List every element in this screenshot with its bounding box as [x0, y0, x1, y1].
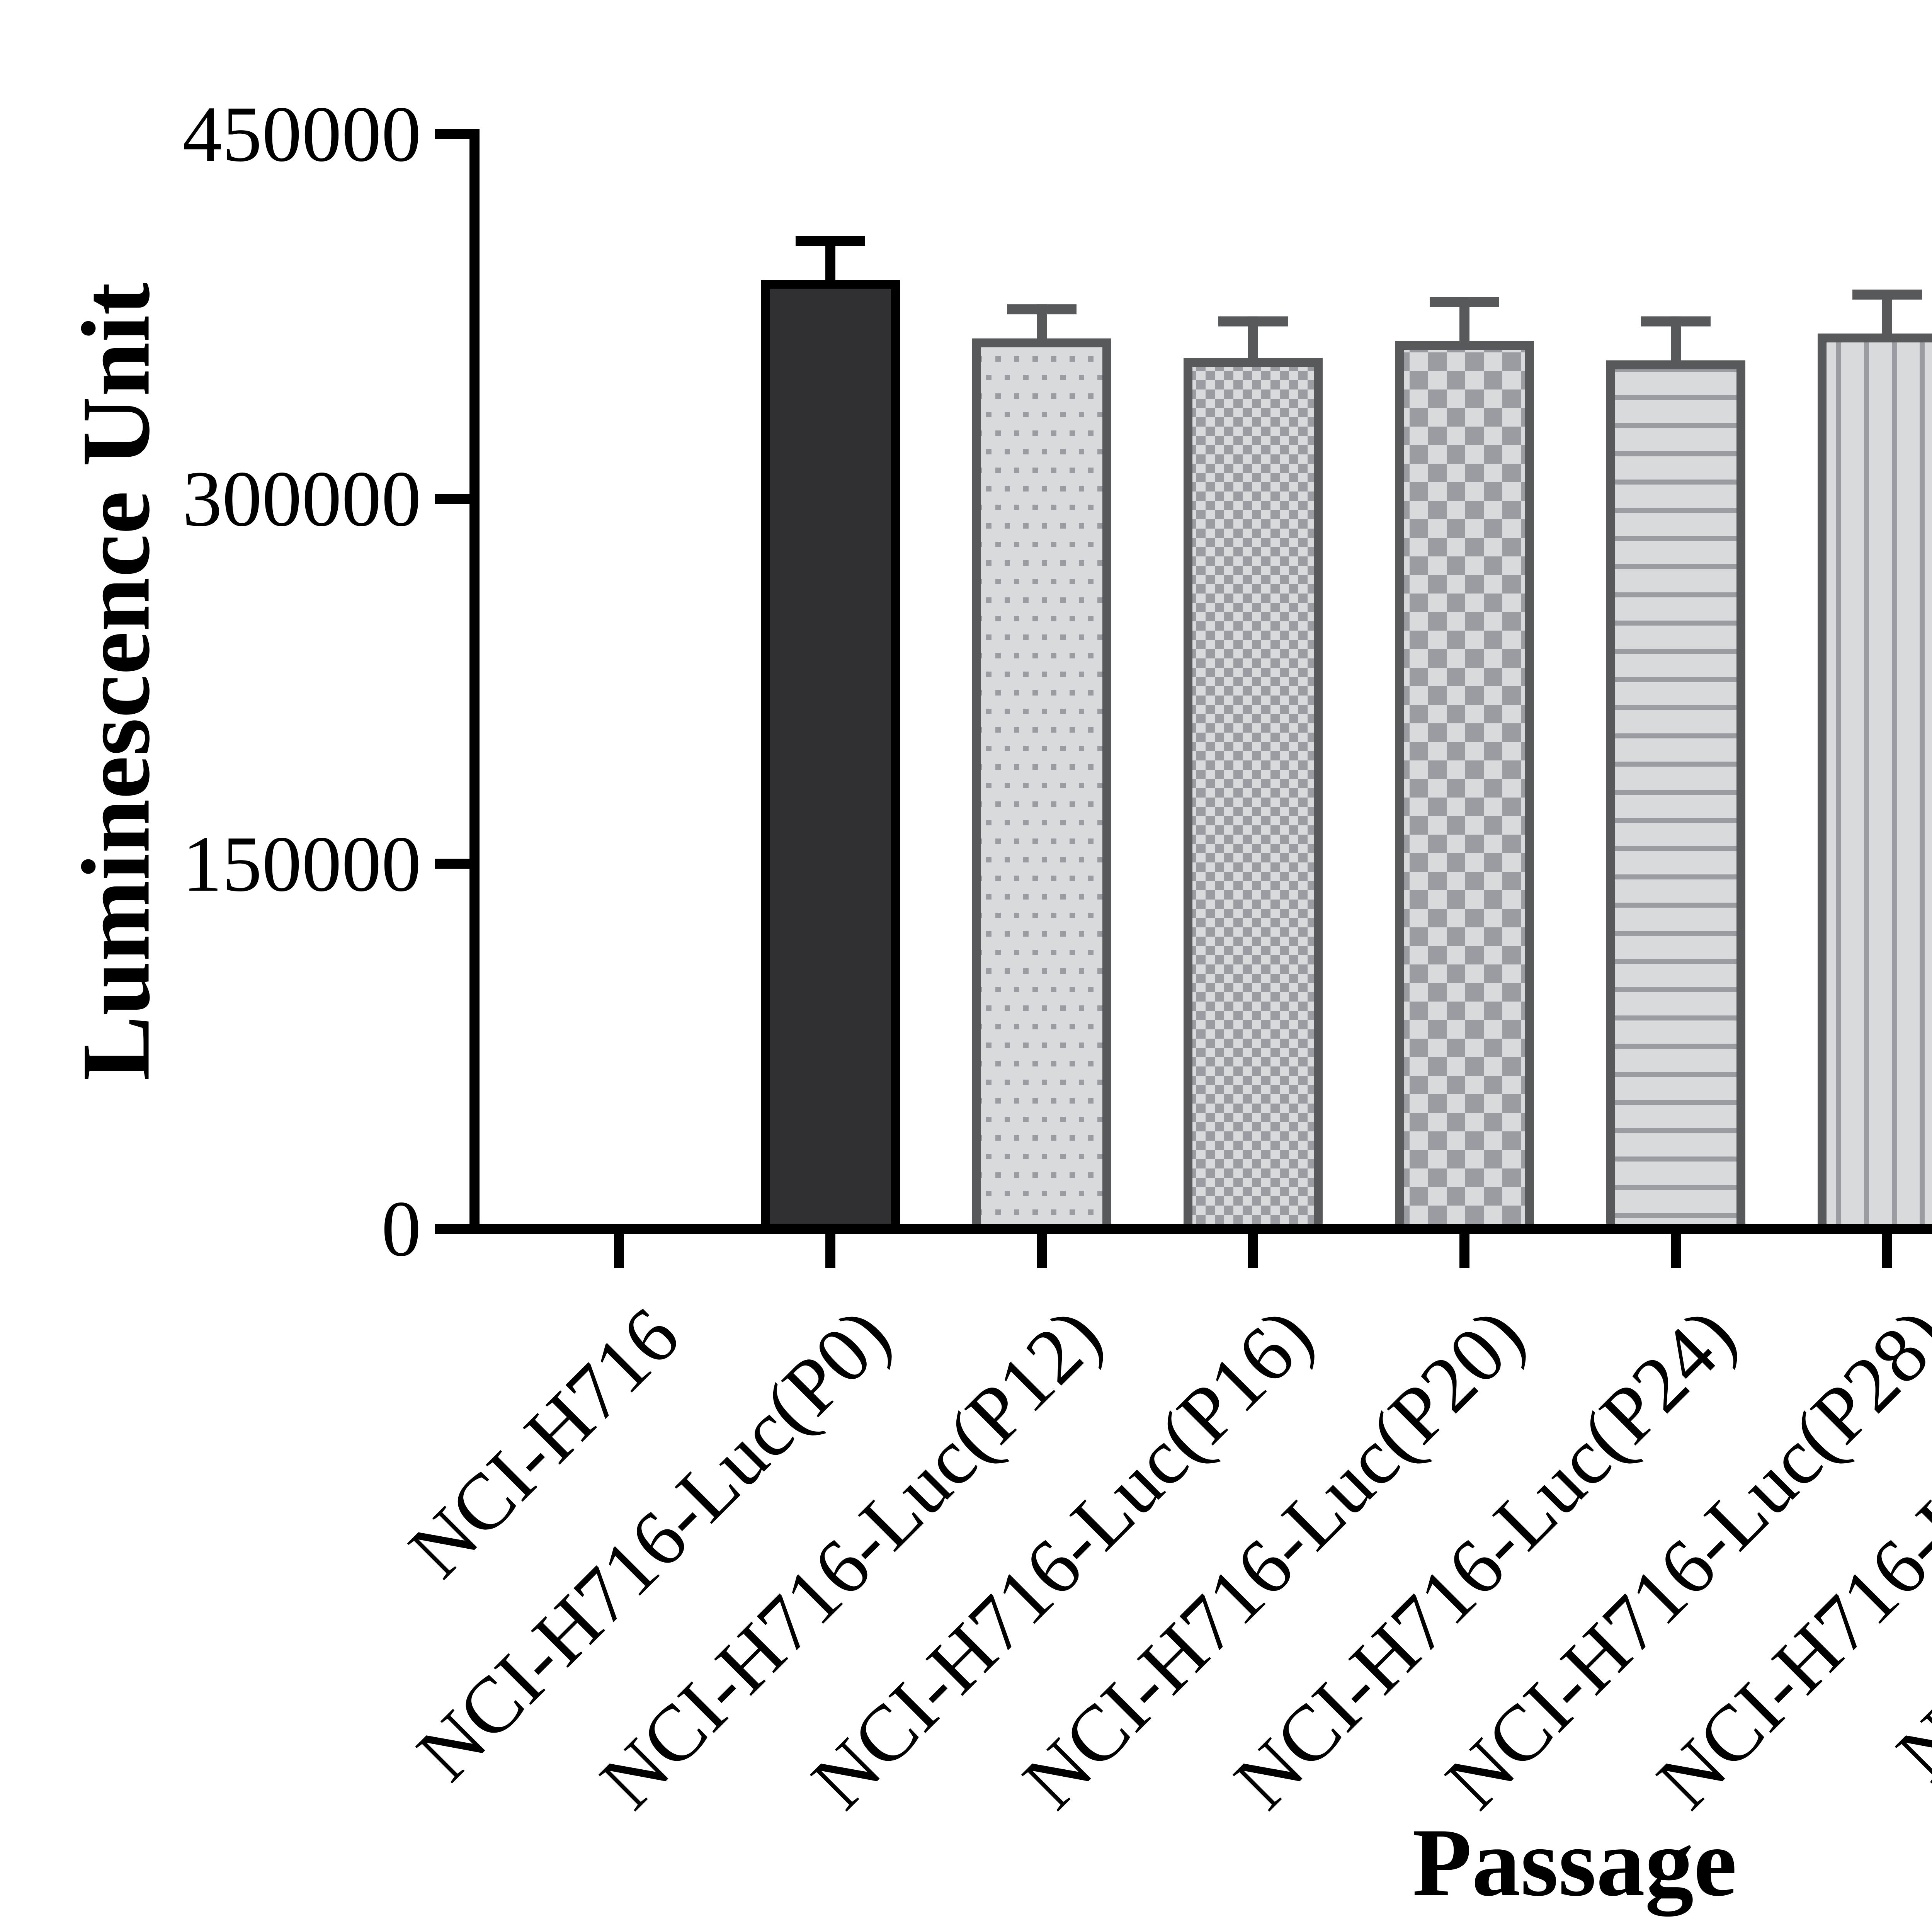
- error-bar-cap: [1007, 304, 1077, 315]
- bar-NCI-H716-Luc(P12): [972, 338, 1111, 1233]
- x-tick: [825, 1234, 835, 1268]
- bar-NCI-H716-Luc(P20): [1395, 341, 1534, 1233]
- error-bar-cap: [1430, 297, 1499, 307]
- x-tick: [1248, 1234, 1258, 1268]
- bar-NCI-H716-Luc(P16): [1184, 358, 1323, 1233]
- y-tick: [435, 859, 469, 869]
- bar-NCI-H716-Luc(P24): [1606, 360, 1745, 1233]
- y-tick-label: 450000: [182, 90, 421, 178]
- x-tick: [614, 1234, 624, 1268]
- y-axis-line: [469, 129, 480, 1234]
- bar-NCI-H716-Luc(P0): [761, 280, 900, 1233]
- y-tick-label: 300000: [182, 454, 421, 543]
- y-tick: [435, 129, 469, 139]
- y-tick-label: 150000: [182, 819, 421, 908]
- x-tick: [1882, 1234, 1892, 1268]
- axes-layer: [435, 129, 1932, 1268]
- error-bar-cap: [796, 236, 865, 247]
- y-tick: [435, 494, 469, 504]
- y-axis-title: Luminescence Unit: [61, 282, 170, 1081]
- x-axis-title: Passage: [1412, 1808, 1737, 1917]
- y-tick: [435, 1224, 469, 1234]
- x-tick: [1671, 1234, 1681, 1268]
- error-bar-cap: [1641, 316, 1711, 327]
- bar-NCI-H716-Luc(P28): [1818, 333, 1932, 1233]
- error-bar-cap: [1852, 289, 1922, 300]
- error-bar-cap: [1218, 316, 1288, 327]
- x-axis-line: [469, 1224, 1932, 1234]
- x-tick: [1037, 1234, 1047, 1268]
- bars-layer: [761, 280, 1932, 1233]
- y-tick-label: 0: [381, 1184, 421, 1273]
- error-bars-layer: [796, 236, 1922, 391]
- x-tick: [1459, 1234, 1469, 1268]
